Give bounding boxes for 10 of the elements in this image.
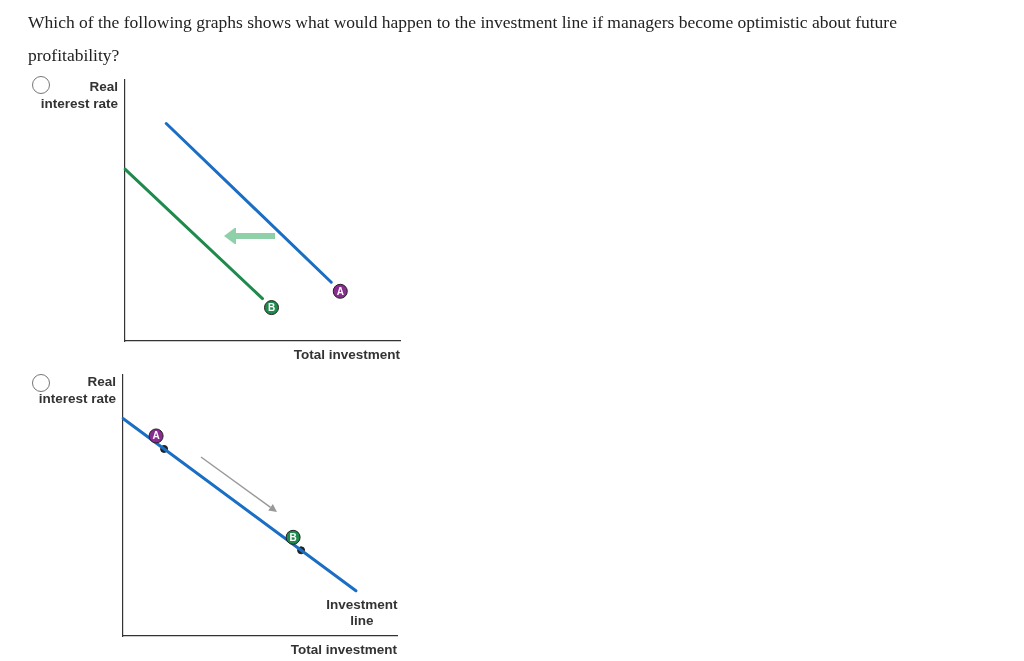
y-axis-title: Real interest rate: [37, 373, 116, 407]
annotation: A: [336, 285, 344, 297]
annotation: B: [267, 301, 276, 313]
x-axis-title: Total investment: [289, 642, 397, 657]
annotation: A: [152, 430, 160, 442]
x-axis-title: Total investment: [292, 347, 400, 362]
text: Which of the following graphs shows what would happen to the investment line if managers become optimistic about future profitability?: [28, 11, 898, 67]
y-axis-title: Real interest rate: [39, 78, 118, 112]
series-label: Investment line: [326, 597, 399, 629]
annotation: B: [289, 531, 297, 543]
